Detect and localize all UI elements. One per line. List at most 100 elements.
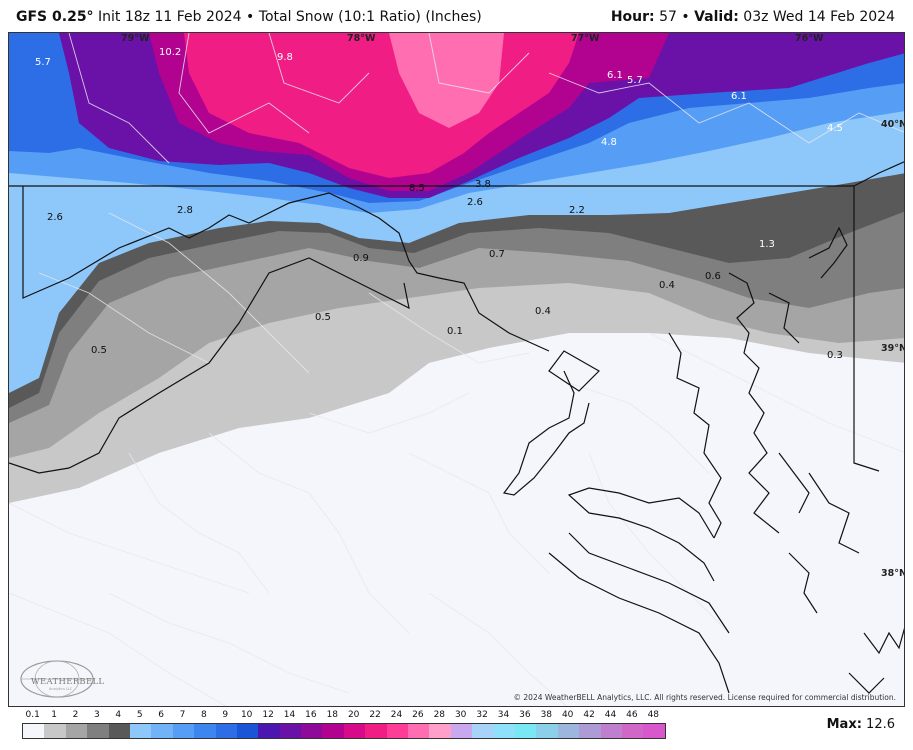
legend-color-bar bbox=[22, 723, 666, 739]
snow-label: 9.8 bbox=[277, 52, 293, 63]
snow-amount-labels: 5.7 10.2 9.8 6.1 5.7 6.1 4.5 4.8 8.5 3.8… bbox=[35, 47, 843, 361]
state-boundaries bbox=[9, 161, 904, 694]
legend-swatch bbox=[450, 724, 473, 738]
legend-swatch bbox=[129, 724, 152, 738]
legend-swatch bbox=[493, 724, 515, 738]
snow-label: 2.6 bbox=[467, 197, 483, 208]
legend-tick-label: 38 bbox=[540, 710, 553, 720]
snow-label: 2.2 bbox=[569, 205, 585, 216]
county-boundaries bbox=[9, 33, 904, 706]
snow-label: 1.3 bbox=[759, 239, 775, 250]
legend-swatch bbox=[343, 724, 366, 738]
legend-tick-label: 10 bbox=[240, 710, 253, 720]
legend-tick-label: 42 bbox=[583, 710, 595, 720]
map-canvas: 79°W 78°W 77°W 76°W 40°N 39°N 38°N 5.7 1… bbox=[9, 33, 905, 706]
legend-tick-label: 0.1 bbox=[25, 710, 40, 720]
snow-label: 6.1 bbox=[731, 91, 747, 102]
max-value: 12.6 bbox=[866, 717, 895, 732]
title-separator: • bbox=[246, 9, 255, 25]
max-label: Max: bbox=[826, 717, 862, 732]
legend-swatch bbox=[472, 724, 494, 738]
snow-label: 5.7 bbox=[35, 57, 51, 68]
legend-tick-label: 44 bbox=[604, 710, 617, 720]
legend-swatch bbox=[514, 724, 537, 738]
snow-label: 2.8 bbox=[177, 205, 193, 216]
legend-tick-label: 24 bbox=[390, 710, 403, 720]
legend-swatch bbox=[301, 724, 323, 738]
legend-swatch bbox=[621, 724, 644, 738]
legend-swatch bbox=[386, 724, 409, 738]
legend-swatch bbox=[194, 724, 216, 738]
snow-label: 0.6 bbox=[705, 271, 721, 282]
hour-value: 57 bbox=[659, 9, 677, 25]
legend-tick-label: 36 bbox=[519, 710, 531, 720]
snow-label: 4.5 bbox=[827, 123, 843, 134]
map-title: GFS 0.25° Init 18z 11 Feb 2024 • Total S… bbox=[16, 9, 482, 25]
legend-tick-label: 7 bbox=[179, 710, 186, 720]
legend-tick-label: 26 bbox=[412, 710, 424, 720]
snow-label: 0.3 bbox=[827, 350, 843, 361]
header-bar: GFS 0.25° Init 18z 11 Feb 2024 • Total S… bbox=[0, 0, 913, 32]
legend-tick-label: 1 bbox=[51, 710, 57, 720]
legend-swatch bbox=[108, 724, 130, 738]
snowfall-map[interactable]: 79°W 78°W 77°W 76°W 40°N 39°N 38°N 5.7 1… bbox=[8, 32, 905, 707]
legend-swatch bbox=[600, 724, 622, 738]
legend-tick-label: 16 bbox=[305, 710, 317, 720]
legend-swatch bbox=[23, 724, 45, 738]
lon-label-76w: 76°W bbox=[795, 33, 824, 44]
legend-swatch bbox=[87, 724, 109, 738]
snow-label: 8.5 bbox=[409, 183, 425, 194]
legend-tick-label: 9 bbox=[222, 710, 229, 720]
legend-swatch bbox=[536, 724, 558, 738]
lat-label-39n: 39°N bbox=[881, 343, 905, 354]
legend-tick-label: 12 bbox=[262, 710, 274, 720]
legend-tick-label: 30 bbox=[454, 710, 467, 720]
legend-tick-label: 48 bbox=[647, 710, 660, 720]
legend-tick-label: 5 bbox=[136, 710, 143, 720]
legend-swatch bbox=[643, 724, 665, 738]
legend-tick-label: 2 bbox=[72, 710, 79, 720]
legend-swatch bbox=[429, 724, 451, 738]
legend-tick-label: 18 bbox=[326, 710, 339, 720]
valid-value: 03z Wed 14 Feb 2024 bbox=[743, 9, 895, 25]
legend-swatch bbox=[557, 724, 580, 738]
info-separator: • bbox=[681, 9, 690, 25]
valid-time-info: Hour: 57 • Valid: 03z Wed 14 Feb 2024 bbox=[611, 9, 895, 25]
legend-swatch bbox=[215, 724, 237, 738]
legend-tick-label: 20 bbox=[347, 710, 360, 720]
legend-swatch bbox=[365, 724, 387, 738]
model-name: GFS 0.25° bbox=[16, 9, 94, 25]
legend-tick-label: 6 bbox=[158, 710, 164, 720]
legend-tick-label: 46 bbox=[626, 710, 638, 720]
max-value-label: Max: 12.6 bbox=[827, 717, 895, 732]
snow-label: 0.7 bbox=[489, 249, 505, 260]
snow-label: 2.6 bbox=[47, 212, 63, 223]
snow-label: 5.7 bbox=[627, 75, 643, 86]
legend-tick-label: 8 bbox=[201, 710, 207, 720]
legend-tick-label: 4 bbox=[115, 710, 122, 720]
init-time: Init 18z 11 Feb 2024 bbox=[98, 9, 242, 25]
snow-label: 4.8 bbox=[601, 137, 617, 148]
snow-label: 6.1 bbox=[607, 70, 623, 81]
snow-label: 3.8 bbox=[475, 179, 491, 190]
logo-globe-icon bbox=[20, 660, 94, 698]
logo-text: WEATHERBELL bbox=[31, 677, 105, 687]
legend-swatch bbox=[279, 724, 302, 738]
lat-label-40n: 40°N bbox=[881, 119, 905, 130]
snow-label: 10.2 bbox=[159, 47, 181, 58]
product-name: Total Snow (10:1 Ratio) (Inches) bbox=[258, 9, 482, 25]
legend-swatch bbox=[579, 724, 601, 738]
snow-label: 0.1 bbox=[447, 326, 463, 337]
legend-swatch bbox=[172, 724, 195, 738]
snow-label: 0.5 bbox=[315, 312, 331, 323]
valid-label: Valid: bbox=[694, 9, 739, 25]
snow-label: 0.4 bbox=[535, 306, 551, 317]
legend-swatch bbox=[236, 724, 259, 738]
legend-tick-label: 34 bbox=[497, 710, 510, 720]
legend-swatch bbox=[322, 724, 344, 738]
snow-label: 0.9 bbox=[353, 253, 369, 264]
lon-label-77w: 77°W bbox=[571, 33, 600, 44]
legend-swatch bbox=[65, 724, 88, 738]
lat-label-38n: 38°N bbox=[881, 568, 905, 579]
snow-band-12 bbox=[389, 33, 504, 128]
